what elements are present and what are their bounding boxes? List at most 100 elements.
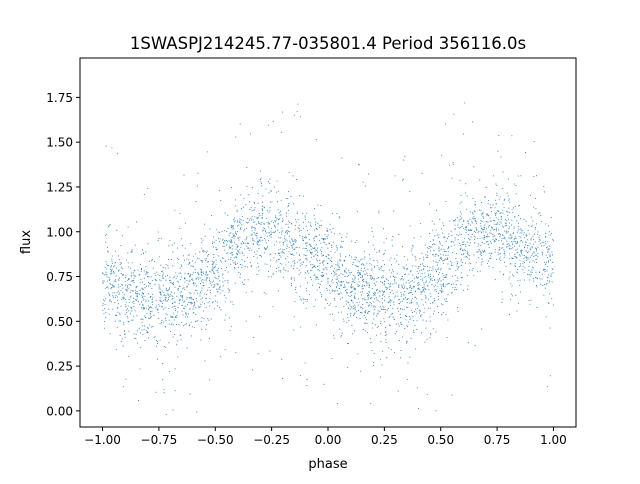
data-point xyxy=(260,256,263,258)
data-point xyxy=(336,281,338,284)
data-point xyxy=(504,250,506,252)
data-point xyxy=(107,265,109,267)
data-point xyxy=(470,228,472,231)
data-point xyxy=(548,231,550,233)
data-point xyxy=(211,281,213,283)
data-point xyxy=(319,226,321,228)
data-point xyxy=(442,222,444,224)
data-point xyxy=(445,284,447,286)
data-point xyxy=(314,221,317,223)
data-point xyxy=(138,328,140,330)
data-point xyxy=(346,272,348,274)
data-point xyxy=(296,252,298,254)
data-point xyxy=(462,223,464,225)
data-point xyxy=(371,288,373,290)
data-point xyxy=(384,249,386,251)
data-point xyxy=(513,232,515,234)
data-point xyxy=(329,223,331,225)
data-point xyxy=(368,292,370,294)
data-point xyxy=(230,240,232,243)
data-point xyxy=(163,389,165,391)
data-point xyxy=(167,264,169,266)
data-point xyxy=(168,297,170,299)
data-point xyxy=(367,268,369,270)
data-point xyxy=(277,222,279,224)
data-point xyxy=(143,298,145,300)
data-point xyxy=(216,291,218,293)
data-point xyxy=(481,328,483,330)
data-point xyxy=(456,265,458,267)
data-point xyxy=(178,285,180,287)
data-point xyxy=(445,123,447,125)
data-point xyxy=(296,111,298,113)
data-point xyxy=(233,266,236,269)
data-point xyxy=(383,270,385,272)
data-point xyxy=(313,214,315,216)
data-point xyxy=(314,208,316,210)
data-point xyxy=(151,307,153,309)
data-point xyxy=(270,253,272,255)
data-point xyxy=(524,262,526,264)
data-point xyxy=(186,298,188,300)
data-point xyxy=(339,328,341,330)
data-point xyxy=(155,275,157,277)
data-point xyxy=(112,286,114,288)
data-point xyxy=(486,236,489,238)
data-point xyxy=(427,270,429,272)
data-point xyxy=(470,236,472,238)
data-point xyxy=(328,278,330,280)
data-point xyxy=(300,229,302,231)
data-point xyxy=(487,241,489,243)
data-point xyxy=(333,335,335,337)
data-point xyxy=(459,249,462,251)
data-point xyxy=(450,230,452,232)
data-point xyxy=(222,242,225,244)
data-point xyxy=(518,225,520,227)
data-point xyxy=(143,329,145,331)
data-point xyxy=(439,269,441,271)
data-point xyxy=(526,258,528,260)
data-point xyxy=(538,241,540,243)
data-point xyxy=(371,305,373,307)
data-point xyxy=(141,297,143,299)
data-point xyxy=(337,403,339,405)
data-point xyxy=(477,251,479,253)
data-point xyxy=(186,297,188,299)
data-point xyxy=(141,281,144,283)
data-point xyxy=(400,308,402,310)
y-axis-label: flux xyxy=(19,230,34,254)
data-point xyxy=(138,400,140,402)
data-point xyxy=(498,249,500,251)
data-point xyxy=(263,247,266,249)
data-point xyxy=(302,236,304,238)
data-point xyxy=(307,282,309,284)
data-point xyxy=(192,265,194,267)
data-point xyxy=(159,288,161,290)
data-point xyxy=(506,192,508,194)
data-point xyxy=(316,277,319,279)
data-point xyxy=(305,242,307,244)
data-point xyxy=(457,306,459,309)
data-point xyxy=(392,271,394,273)
data-point xyxy=(381,364,383,366)
data-point xyxy=(279,218,281,220)
data-point xyxy=(498,198,500,200)
data-point xyxy=(495,199,497,201)
data-point xyxy=(184,281,186,283)
data-point xyxy=(133,281,135,284)
data-point xyxy=(406,340,408,342)
data-point xyxy=(368,310,371,312)
data-point xyxy=(116,229,118,231)
data-point xyxy=(437,280,440,282)
data-point xyxy=(126,286,128,288)
data-point xyxy=(429,273,431,275)
data-point xyxy=(457,226,459,228)
data-point xyxy=(111,268,113,270)
data-point xyxy=(313,306,315,308)
data-point xyxy=(525,260,527,262)
data-point xyxy=(400,357,402,359)
data-point xyxy=(460,201,462,203)
data-point xyxy=(270,230,272,232)
data-point xyxy=(380,340,382,343)
data-point xyxy=(299,116,302,118)
